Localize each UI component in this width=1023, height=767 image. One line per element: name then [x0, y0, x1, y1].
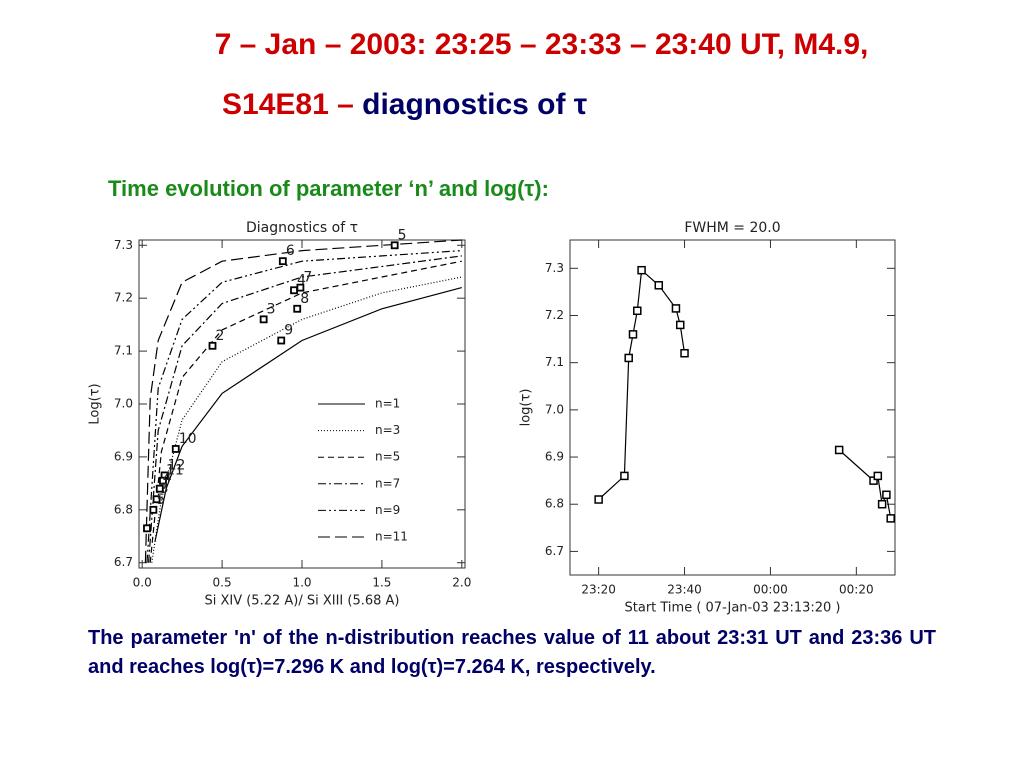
legend-label: n=3	[375, 423, 400, 437]
point-label: 8	[300, 291, 309, 307]
y-tick-label: 7.2	[114, 291, 133, 305]
y-tick-label: 6.9	[114, 449, 133, 463]
chart-title: FWHM = 20.0	[684, 220, 780, 236]
y-tick-label: 6.8	[545, 497, 564, 511]
data-point	[149, 505, 158, 514]
legend-label: n=11	[375, 530, 408, 544]
marker	[671, 304, 681, 313]
marker	[877, 499, 887, 509]
point-label: 3	[160, 481, 169, 497]
legend-label: n=1	[375, 397, 400, 411]
y-axis-label: Log(τ)	[88, 383, 103, 424]
point-label: 7	[303, 270, 312, 286]
x-tick-label: 00:20	[839, 583, 874, 597]
marker	[675, 320, 685, 330]
series-line	[151, 276, 462, 563]
series-line	[144, 239, 462, 563]
data-point	[259, 315, 268, 324]
series-line	[148, 255, 462, 563]
x-tick-label: 2.0	[452, 576, 471, 590]
point-label: 4	[163, 471, 172, 487]
data-point	[296, 283, 305, 292]
marker	[834, 445, 844, 455]
data-point	[277, 336, 286, 345]
point-label: 5	[398, 227, 407, 243]
subtitle: Time evolution of parameter ‘n’ and log(…	[108, 176, 549, 201]
data-point	[159, 476, 167, 485]
marker	[886, 514, 895, 523]
data-point	[171, 445, 180, 453]
data-point	[208, 341, 217, 350]
data-point	[390, 241, 399, 250]
marker	[624, 353, 633, 363]
point-label: 3	[267, 301, 276, 317]
x-axis-label: Si XIV (5.22 A)/ Si XIII (5.68 A)	[204, 594, 399, 609]
y-tick-label: 7.1	[545, 355, 564, 369]
point-label: 12	[168, 457, 186, 473]
x-tick-label: 0.5	[213, 576, 232, 590]
x-tick-label: 1.0	[292, 576, 311, 590]
data-point	[155, 484, 164, 493]
y-tick-label: 7.2	[545, 308, 564, 322]
y-tick-label: 7.0	[114, 397, 133, 411]
marker	[873, 471, 883, 481]
marker	[654, 281, 664, 290]
y-tick-label: 7.1	[114, 344, 133, 358]
marker	[680, 348, 689, 358]
title-object: S14E81 –	[222, 88, 354, 121]
y-tick-label: 6.8	[114, 502, 133, 516]
plot-frame	[569, 239, 896, 576]
legend-label: n=7	[375, 476, 400, 490]
point-label: 2	[216, 328, 225, 344]
caption: The parameter 'n' of the n-distribution …	[88, 627, 936, 678]
y-axis-label: log(τ)	[519, 389, 534, 427]
x-tick-label: 0.0	[133, 576, 152, 590]
point-label: 11	[166, 463, 184, 479]
data-point	[152, 495, 161, 504]
series-line	[146, 250, 462, 563]
point-label: 9	[284, 323, 293, 339]
data-point	[293, 304, 302, 313]
y-tick-label: 6.9	[545, 450, 564, 464]
x-tick-label: 00:00	[753, 583, 788, 597]
marker	[882, 490, 891, 500]
x-tick-label: 1.5	[372, 576, 391, 590]
chart-title: Diagnostics of τ	[246, 220, 358, 236]
series-line	[598, 268, 892, 519]
x-tick-label: 23:20	[581, 583, 616, 597]
title-line-1: 7 – Jan – 2003: 23:25 – 23:33 – 23:40 UT…	[214, 28, 869, 61]
series-line	[149, 260, 462, 563]
title-topic: diagnostics of τ	[362, 88, 588, 121]
point-label: 4	[297, 272, 306, 288]
marker	[620, 471, 629, 481]
series-line	[154, 287, 462, 542]
marker	[594, 495, 603, 504]
point-label: 10	[179, 431, 197, 447]
point-label: 6	[286, 243, 295, 259]
legend-label: n=5	[375, 450, 400, 464]
y-tick-label: 7.3	[114, 238, 133, 252]
data-point	[278, 257, 287, 266]
point-label: 5	[156, 492, 165, 508]
y-tick-label: 7.3	[545, 261, 564, 275]
legend-label: n=9	[375, 503, 400, 517]
marker	[637, 265, 646, 275]
y-tick-label: 6.7	[114, 555, 133, 569]
title-line-2: S14E81 – diagnostics of τ	[222, 88, 587, 122]
x-tick-label: 23:40	[667, 583, 702, 597]
marker	[633, 306, 642, 316]
marker	[628, 330, 638, 339]
y-tick-label: 6.7	[545, 544, 564, 558]
marker	[869, 476, 878, 485]
y-tick-label: 7.0	[545, 402, 564, 416]
data-point	[143, 524, 151, 533]
x-axis-label: Start Time ( 07-Jan-03 23:13:20 )	[625, 601, 841, 616]
